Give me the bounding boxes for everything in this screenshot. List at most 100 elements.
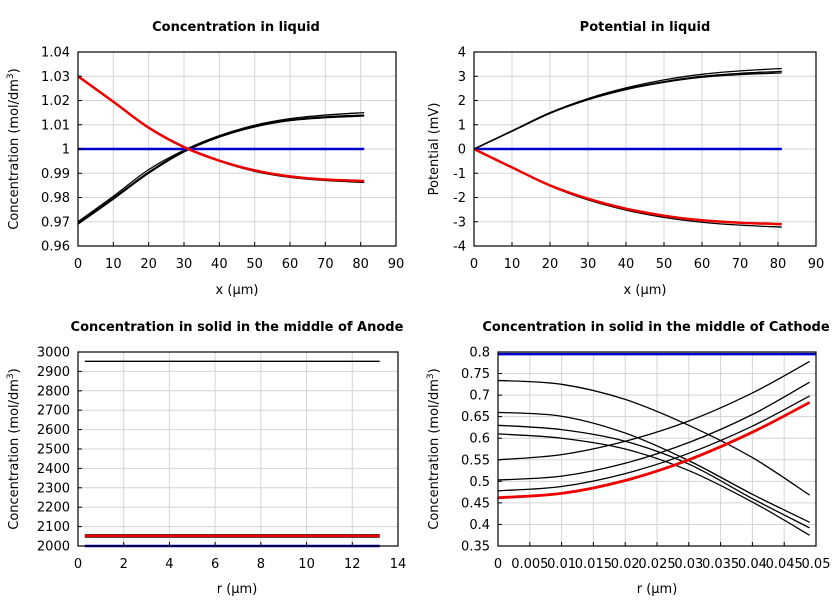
x-tick-label: 0.01 bbox=[547, 557, 576, 572]
x-tick-label: 8 bbox=[257, 557, 265, 572]
series-line-decreasing-4 bbox=[497, 433, 810, 536]
x-tick-label: 2 bbox=[120, 557, 128, 572]
y-tick-label: 2000 bbox=[37, 540, 70, 555]
y-tick-label: 2700 bbox=[37, 404, 70, 419]
panel-concentration-liquid: Concentration in liquid 0 10 20 30 40 50 60 70 8… bbox=[6, 20, 404, 298]
chart-title: Concentration in liquid bbox=[152, 20, 320, 35]
y-tick-label: 1 bbox=[458, 118, 466, 133]
grid bbox=[77, 351, 399, 547]
series-line-decreasing-2 bbox=[497, 411, 810, 523]
x-tick-label: 70 bbox=[732, 257, 749, 272]
panel-solid-cathode: Concentration in solid in the middle of … bbox=[426, 320, 830, 597]
y-tick-label: 0.98 bbox=[41, 191, 70, 206]
y-tick-label: 1 bbox=[62, 143, 70, 158]
y-tick-label: 2300 bbox=[37, 481, 70, 496]
x-tick-label: 0 bbox=[74, 257, 82, 272]
panel-potential-liquid: Potential in liquid 0 10 20 30 40 50 60 70 80 90 … bbox=[427, 20, 824, 298]
series-line-black-4 bbox=[473, 148, 782, 228]
x-tick-label: 0 bbox=[494, 557, 502, 572]
y-tick-label: 4 bbox=[458, 46, 466, 61]
x-axis-label: r (µm) bbox=[217, 582, 258, 597]
x-tick-label: 80 bbox=[770, 257, 787, 272]
x-tick-label: 4 bbox=[165, 557, 173, 572]
y-tick-label: 2400 bbox=[37, 462, 70, 477]
y-tick-label: 3000 bbox=[37, 346, 70, 361]
series-line-black-1 bbox=[77, 111, 365, 223]
series-line-black-4 bbox=[77, 75, 365, 184]
x-tick-label: 0.04 bbox=[738, 557, 767, 572]
y-tick-label: -4 bbox=[453, 240, 466, 255]
y-tick-label: 3 bbox=[458, 70, 466, 85]
series-group bbox=[497, 352, 816, 536]
x-tick-label: 30 bbox=[176, 257, 193, 272]
y-tick-label: 0.96 bbox=[41, 240, 70, 255]
x-tick-label: 70 bbox=[317, 257, 334, 272]
grid bbox=[497, 351, 817, 547]
series-line-increasing-1 bbox=[497, 360, 810, 461]
x-tick-label: 80 bbox=[352, 257, 369, 272]
series-line-black-3 bbox=[473, 72, 782, 150]
y-ticks: 2000 2100 2200 2300 2400 2500 2600 2700 2800 2900… bbox=[37, 346, 82, 555]
x-tick-label: 10 bbox=[298, 557, 315, 572]
x-ticks: 0 2 4 6 8 10 12 14 bbox=[74, 542, 406, 572]
series-line-final bbox=[497, 401, 811, 500]
y-axis-label: Concentration (mol/dm3) bbox=[6, 368, 22, 530]
x-tick-label: 0.02 bbox=[611, 557, 640, 572]
y-tick-label: 0.4 bbox=[469, 518, 490, 533]
y-ticks: 0.96 0.97 0.98 0.99 1 1.01 1.02 1.03 1.04 bbox=[41, 46, 82, 255]
y-tick-label: 2200 bbox=[37, 501, 70, 516]
x-tick-label: 0.025 bbox=[638, 557, 675, 572]
y-tick-label: 0.45 bbox=[461, 496, 490, 511]
y-tick-label: 0.75 bbox=[461, 367, 490, 382]
y-tick-label: -2 bbox=[453, 191, 466, 206]
y-tick-label: 1.03 bbox=[41, 70, 70, 85]
y-axis-label: Concentration (mol/dm3) bbox=[426, 368, 442, 530]
x-tick-label: 20 bbox=[542, 257, 559, 272]
x-ticks: 0 10 20 30 40 50 60 70 80 90 bbox=[74, 242, 404, 272]
y-tick-label: 0.97 bbox=[41, 215, 70, 230]
x-tick-label: 6 bbox=[211, 557, 219, 572]
x-tick-label: 0.045 bbox=[766, 557, 803, 572]
series-group bbox=[77, 75, 365, 225]
x-tick-label: 12 bbox=[344, 557, 361, 572]
y-tick-label: 0.99 bbox=[41, 167, 70, 182]
x-axis-label: x (µm) bbox=[624, 283, 667, 298]
series-line-black-3 bbox=[77, 115, 365, 225]
series-line-decreasing-3 bbox=[497, 424, 810, 529]
x-tick-label: 0.015 bbox=[575, 557, 612, 572]
x-tick-label: 50 bbox=[246, 257, 263, 272]
series-line-increasing-2 bbox=[497, 381, 810, 481]
x-tick-label: 0.035 bbox=[702, 557, 739, 572]
series-line-black-2 bbox=[77, 114, 365, 224]
y-tick-label: 1.04 bbox=[41, 46, 70, 61]
x-tick-label: 0.03 bbox=[674, 557, 703, 572]
x-tick-label: 90 bbox=[388, 257, 405, 272]
y-tick-label: 2600 bbox=[37, 423, 70, 438]
y-tick-label: 2900 bbox=[37, 365, 70, 380]
x-tick-label: 10 bbox=[504, 257, 521, 272]
y-tick-label: 0.7 bbox=[469, 389, 490, 404]
series-line-black-1 bbox=[473, 67, 782, 150]
series-line-final bbox=[77, 75, 365, 183]
y-tick-label: 1.02 bbox=[41, 94, 70, 109]
x-tick-label: 40 bbox=[618, 257, 635, 272]
series-line-black-2 bbox=[473, 70, 782, 150]
x-tick-label: 20 bbox=[140, 257, 157, 272]
y-tick-label: -1 bbox=[453, 167, 466, 182]
x-tick-label: 10 bbox=[105, 257, 122, 272]
y-axis-label: Potential (mV) bbox=[427, 103, 442, 196]
y-axis-label: Concentration (mol/dm3) bbox=[6, 68, 22, 230]
y-tick-label: 2100 bbox=[37, 520, 70, 535]
y-tick-label: 0.65 bbox=[461, 410, 490, 425]
chart-title: Concentration in solid in the middle of … bbox=[71, 320, 404, 335]
y-tick-label: 0.6 bbox=[469, 432, 490, 447]
series-line-decreasing-1 bbox=[497, 379, 810, 496]
y-ticks: 0.35 0.4 0.45 0.5 0.55 0.6 0.65 0.7 0.75 0.8 bbox=[461, 346, 502, 555]
series-line-final bbox=[473, 147, 782, 226]
x-tick-label: 90 bbox=[808, 257, 825, 272]
x-tick-label: 0 bbox=[470, 257, 478, 272]
x-tick-label: 30 bbox=[580, 257, 597, 272]
x-tick-label: 60 bbox=[282, 257, 299, 272]
chart-title: Concentration in solid in the middle of … bbox=[482, 320, 830, 335]
